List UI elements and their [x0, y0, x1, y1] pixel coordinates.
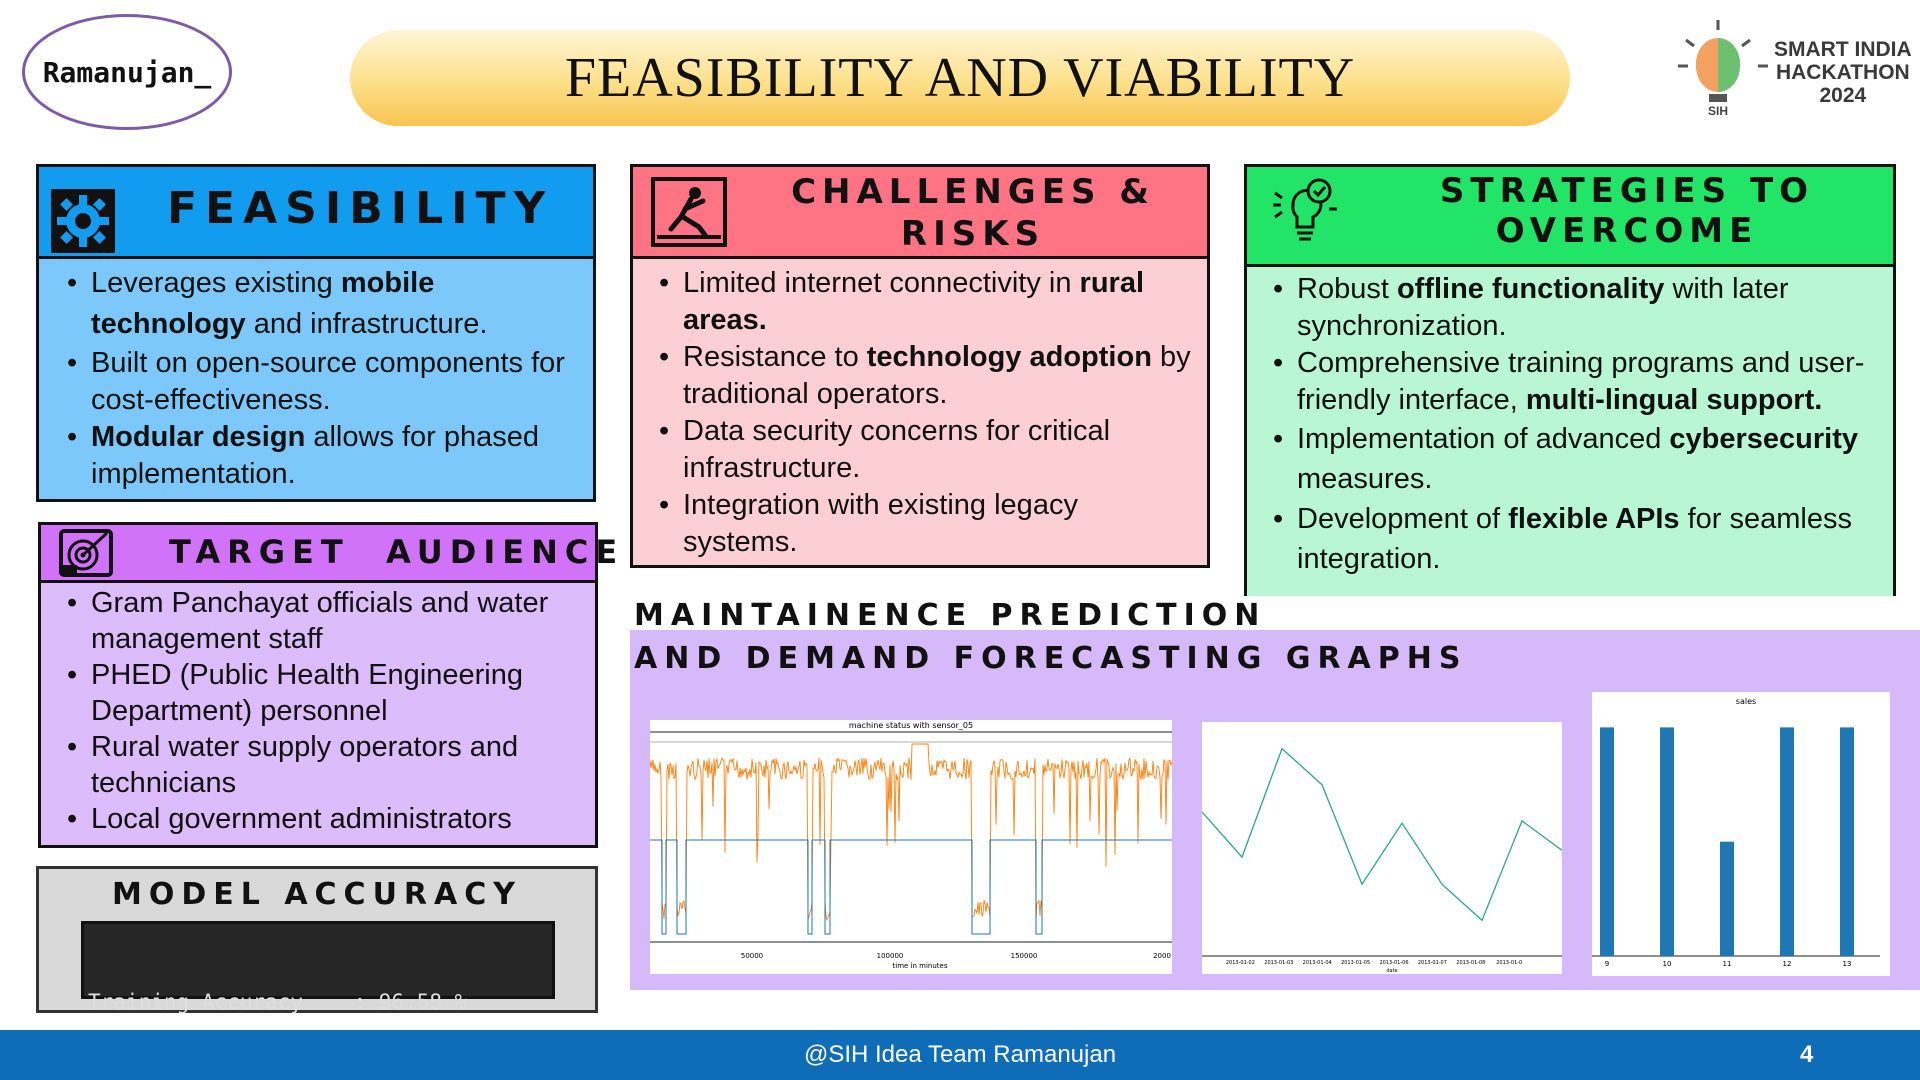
list-item: Local government administrators [63, 801, 587, 837]
sales-bars [1600, 727, 1854, 956]
sih-logo: SIH [1678, 20, 1768, 118]
x-tick-label: 2013-01-02 [1226, 960, 1255, 966]
x-ticks: 50000 100000 150000 2000 [741, 952, 1171, 960]
graphs-section-notch [1210, 596, 1920, 630]
audience-header: TARGET AUDIENCE [41, 525, 617, 583]
x-tick-label: 2013-01-07 [1418, 960, 1447, 966]
list-item: Resistance to technology adoption by tra… [655, 339, 1197, 413]
accuracy-terminal: Training Accuracy : 96.58 % Model Accura… [81, 921, 555, 1080]
feasibility-header: FEASIBILITY [39, 167, 593, 259]
lightbulb-check-icon [1273, 178, 1337, 241]
machine-status-series [650, 839, 1172, 935]
audience-body: Gram Panchayat officials and water manag… [41, 583, 595, 845]
sales-bar [1660, 727, 1674, 956]
brain-bulb-icon [1678, 20, 1768, 102]
page-title-banner: FEASIBILITY AND VIABILITY [350, 30, 1570, 126]
challenges-list: Limited internet connectivity in rural a… [655, 265, 1197, 561]
page-title: FEASIBILITY AND VIABILITY [564, 47, 1356, 109]
challenges-header: CHALLENGES & RISKS [633, 167, 1207, 259]
sales-bar [1780, 727, 1794, 956]
x-tick-label: 100000 [877, 952, 904, 960]
sih-title: SMART INDIA HACKATHON 2024 [1774, 38, 1912, 107]
sih-badge: SIH [1708, 104, 1728, 118]
x-tick-label: 2013-01-0 [1496, 960, 1522, 966]
x-tick-label: 11 [1723, 960, 1732, 968]
x-tick-label: 2013-01-04 [1303, 960, 1332, 966]
list-item: Modular design allows for phased impleme… [63, 419, 583, 493]
list-item: Limited internet connectivity in rural a… [655, 265, 1197, 339]
radar-target-icon [59, 529, 113, 577]
x-axis-label: date [1386, 968, 1397, 974]
x-tick-label: 2000 [1153, 952, 1171, 960]
sales-bar [1600, 727, 1614, 956]
x-tick-label: 50000 [741, 952, 763, 960]
strategies-body: Robust offline functionality with later … [1247, 267, 1893, 605]
list-item: Built on open-source components for cost… [63, 345, 583, 419]
list-item: Comprehensive training programs and user… [1269, 345, 1883, 419]
x-tick-label: 2013-01-06 [1379, 960, 1408, 966]
x-axis-label: time in minutes [893, 962, 948, 970]
model-accuracy-heading: MODEL ACCURACY [112, 877, 522, 912]
list-item: Leverages existing mobile technology and… [63, 263, 583, 345]
team-logo-text: Ramanujan_ [42, 55, 212, 89]
list-item: PHED (Public Health Engineering Departme… [63, 657, 587, 729]
sih-line3: 2024 [1819, 84, 1867, 107]
machine-status-chart: machine status with sensor_05 50000 10000… [650, 720, 1172, 974]
team-logo: Ramanujan_ [22, 14, 232, 130]
x-tick-label: 150000 [1011, 952, 1038, 960]
footer: @SIH Idea Team Ramanujan 4 [0, 1030, 1920, 1080]
x-tick-label: 10 [1663, 960, 1672, 968]
x-tick-label: 13 [1843, 960, 1852, 968]
challenges-panel: CHALLENGES & RISKS Limited internet conn… [630, 164, 1210, 568]
page-number: 4 [1800, 1041, 1814, 1068]
challenges-body: Limited internet connectivity in rural a… [633, 259, 1207, 565]
strategies-list: Robust offline functionality with later … [1269, 271, 1883, 579]
list-item: Data security concerns for critical infr… [655, 413, 1197, 487]
list-item: Integration with existing legacy systems… [655, 487, 1197, 561]
stumbling-person-icon [651, 177, 727, 247]
x-tick-label: 2013-01-03 [1264, 960, 1293, 966]
chart-title: sales [1736, 697, 1756, 706]
x-ticks: 9 10 11 12 13 [1605, 960, 1852, 968]
feasibility-body: Leverages existing mobile technology and… [39, 259, 593, 499]
list-item: Implementation of advanced cybersecurity… [1269, 419, 1883, 499]
x-ticks: 2013-01-02 2013-01-03 2013-01-04 2013-01-05… [1226, 960, 1522, 966]
feasibility-list: Leverages existing mobile technology and… [63, 263, 583, 493]
audience-list: Gram Panchayat officials and water manag… [63, 585, 587, 837]
strategies-header: STRATEGIES TO OVERCOME [1247, 167, 1893, 267]
x-tick-label: 2013-01-08 [1456, 960, 1485, 966]
status-trace [650, 839, 1172, 935]
sih-line1: SMART INDIA [1774, 38, 1912, 61]
sales-bar [1840, 727, 1854, 956]
x-tick-label: 2013-01-05 [1341, 960, 1370, 966]
sensor-series [650, 743, 1172, 922]
demand-line-chart: 2013-01-02 2013-01-03 2013-01-04 2013-01-05… [1202, 722, 1562, 974]
graphs-heading: MAINTAINENCE PREDICTION AND DEMAND FOREC… [634, 598, 1468, 676]
list-item: Gram Panchayat officials and water manag… [63, 585, 587, 657]
sih-line2: HACKATHON [1775, 61, 1910, 84]
strategies-panel: STRATEGIES TO OVERCOME Robust offline fu… [1244, 164, 1896, 608]
audience-heading: TARGET AUDIENCE [169, 533, 625, 571]
training-accuracy-line: Training Accuracy : 96.58 % [88, 990, 468, 1014]
footer-credit: @SIH Idea Team Ramanujan [803, 1041, 1117, 1068]
list-item: Robust offline functionality with later … [1269, 271, 1883, 345]
sales-bar [1720, 841, 1734, 956]
feasibility-panel: FEASIBILITY Leverages existing mobile te… [36, 164, 596, 502]
x-tick-label: 12 [1783, 960, 1792, 968]
demand-series-line [1202, 747, 1562, 922]
chart-title: machine status with sensor_05 [849, 721, 973, 730]
strategies-heading: STRATEGIES TO OVERCOME [1439, 171, 1815, 251]
sales-bar-chart: sales 9 10 11 12 13 [1592, 692, 1890, 976]
challenges-heading: CHALLENGES & RISKS [791, 172, 1155, 254]
list-item: Rural water supply operators and technic… [63, 729, 587, 801]
list-item: Development of flexible APIs for seamles… [1269, 499, 1883, 579]
gear-icon [51, 189, 115, 253]
feasibility-heading: FEASIBILITY [167, 183, 554, 234]
audience-panel: TARGET AUDIENCE Gram Panchayat officials… [38, 522, 617, 848]
sensor-trace [650, 743, 1172, 922]
x-tick-label: 9 [1605, 960, 1609, 968]
model-accuracy-panel: MODEL ACCURACY Training Accuracy : 96.58… [36, 866, 598, 1080]
